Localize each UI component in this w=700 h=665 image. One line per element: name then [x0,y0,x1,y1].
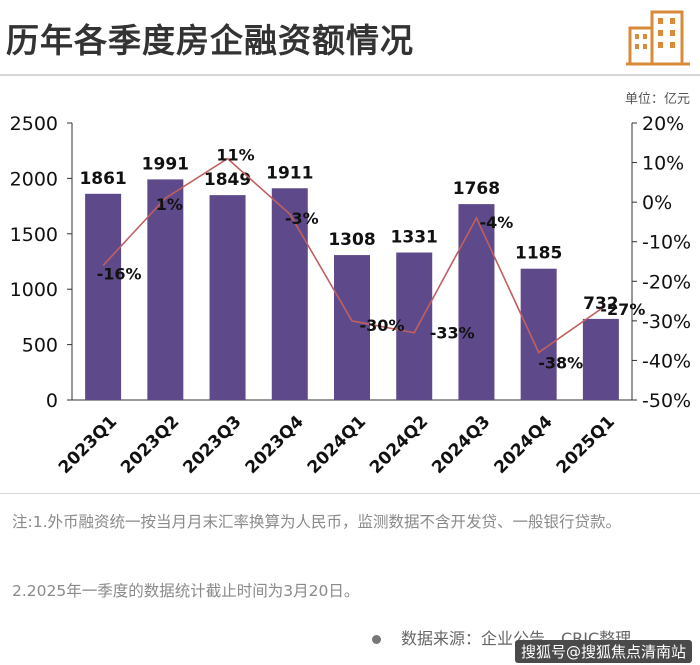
bar [458,204,495,400]
bar-value-label: 1861 [79,169,126,189]
growth-rate-label: -30% [360,316,405,335]
note-line-1: 注:1.外币融资统一按当月月末汇率换算为人民币，监测数据不含开发贷、一般银行贷款… [12,513,622,531]
bullet-icon [372,635,381,644]
bar-value-label: 732 [583,294,619,314]
growth-rate-label: -33% [430,324,475,343]
bar-value-label: 1331 [391,228,438,248]
bar-value-label: 1991 [142,154,189,174]
bar [396,252,433,400]
y-right-tick-label: -20% [642,271,691,293]
y-right-tick-label: -50% [642,390,691,412]
y-left-tick-label: 0 [46,390,58,412]
page-title: 历年各季度房企融资额情况 [6,21,414,60]
growth-rate-label: -3% [285,209,319,228]
y-left-tick-label: 2000 [10,168,58,190]
y-right-tick-label: -10% [642,232,691,254]
y-right-tick-label: -40% [642,350,691,372]
x-tick-label: 2023Q3 [179,412,245,478]
x-tick-label: 2025Q1 [553,412,619,478]
title-divider [0,74,700,76]
y-left-tick-label: 1000 [10,279,58,301]
x-tick-label: 2024Q2 [366,412,432,478]
note-line-2: 2.2025年一季度的数据统计截止时间为3月20日。 [12,582,360,600]
bar [147,179,184,400]
x-tick-label: 2024Q1 [304,412,370,478]
growth-rate-label: -16% [97,264,142,283]
y-left-tick-label: 1500 [10,224,58,246]
x-tick-label: 2024Q4 [490,412,556,478]
y-right-tick-label: 10% [642,153,684,175]
x-tick-label: 2024Q3 [428,412,494,478]
watermark: 搜狐号@搜狐焦点清南站 [514,640,692,663]
growth-rate-label: 11% [216,146,254,165]
notes-divider [0,493,700,494]
x-tick-label: 2023Q4 [242,412,308,478]
bar-value-label: 1849 [204,170,251,190]
financing-chart: 0 500 1000 1500 2000 2500 20% 10% 0% -10% -20% -30%… [10,113,691,478]
bar-value-label: 1768 [453,179,500,199]
bar [271,188,308,400]
growth-rate-label: -38% [538,354,583,373]
unit-label: 单位：亿元 [624,92,690,107]
y-left-tick-label: 500 [22,335,58,357]
x-tick-label: 2023Q2 [117,412,183,478]
growth-rate-label: -27% [600,300,645,319]
bar-value-label: 1308 [328,230,375,250]
bar [582,318,619,400]
growth-rate-label: -4% [480,213,514,232]
bar [334,255,370,400]
y-right-tick-label: -30% [642,311,691,333]
bar [85,193,122,400]
bar-value-label: 1911 [266,163,313,183]
y-left-tick-label: 2500 [10,113,58,135]
bar [520,268,557,400]
bar [209,195,246,400]
x-tick-label: 2023Q1 [55,412,121,478]
y-right-tick-label: 0% [642,192,672,214]
growth-rate-label: 1% [156,195,183,214]
growth-rate-line [102,157,602,354]
bar-value-label: 1185 [515,244,562,264]
building-logo-icon [626,10,690,66]
y-right-tick-label: 20% [642,113,684,135]
